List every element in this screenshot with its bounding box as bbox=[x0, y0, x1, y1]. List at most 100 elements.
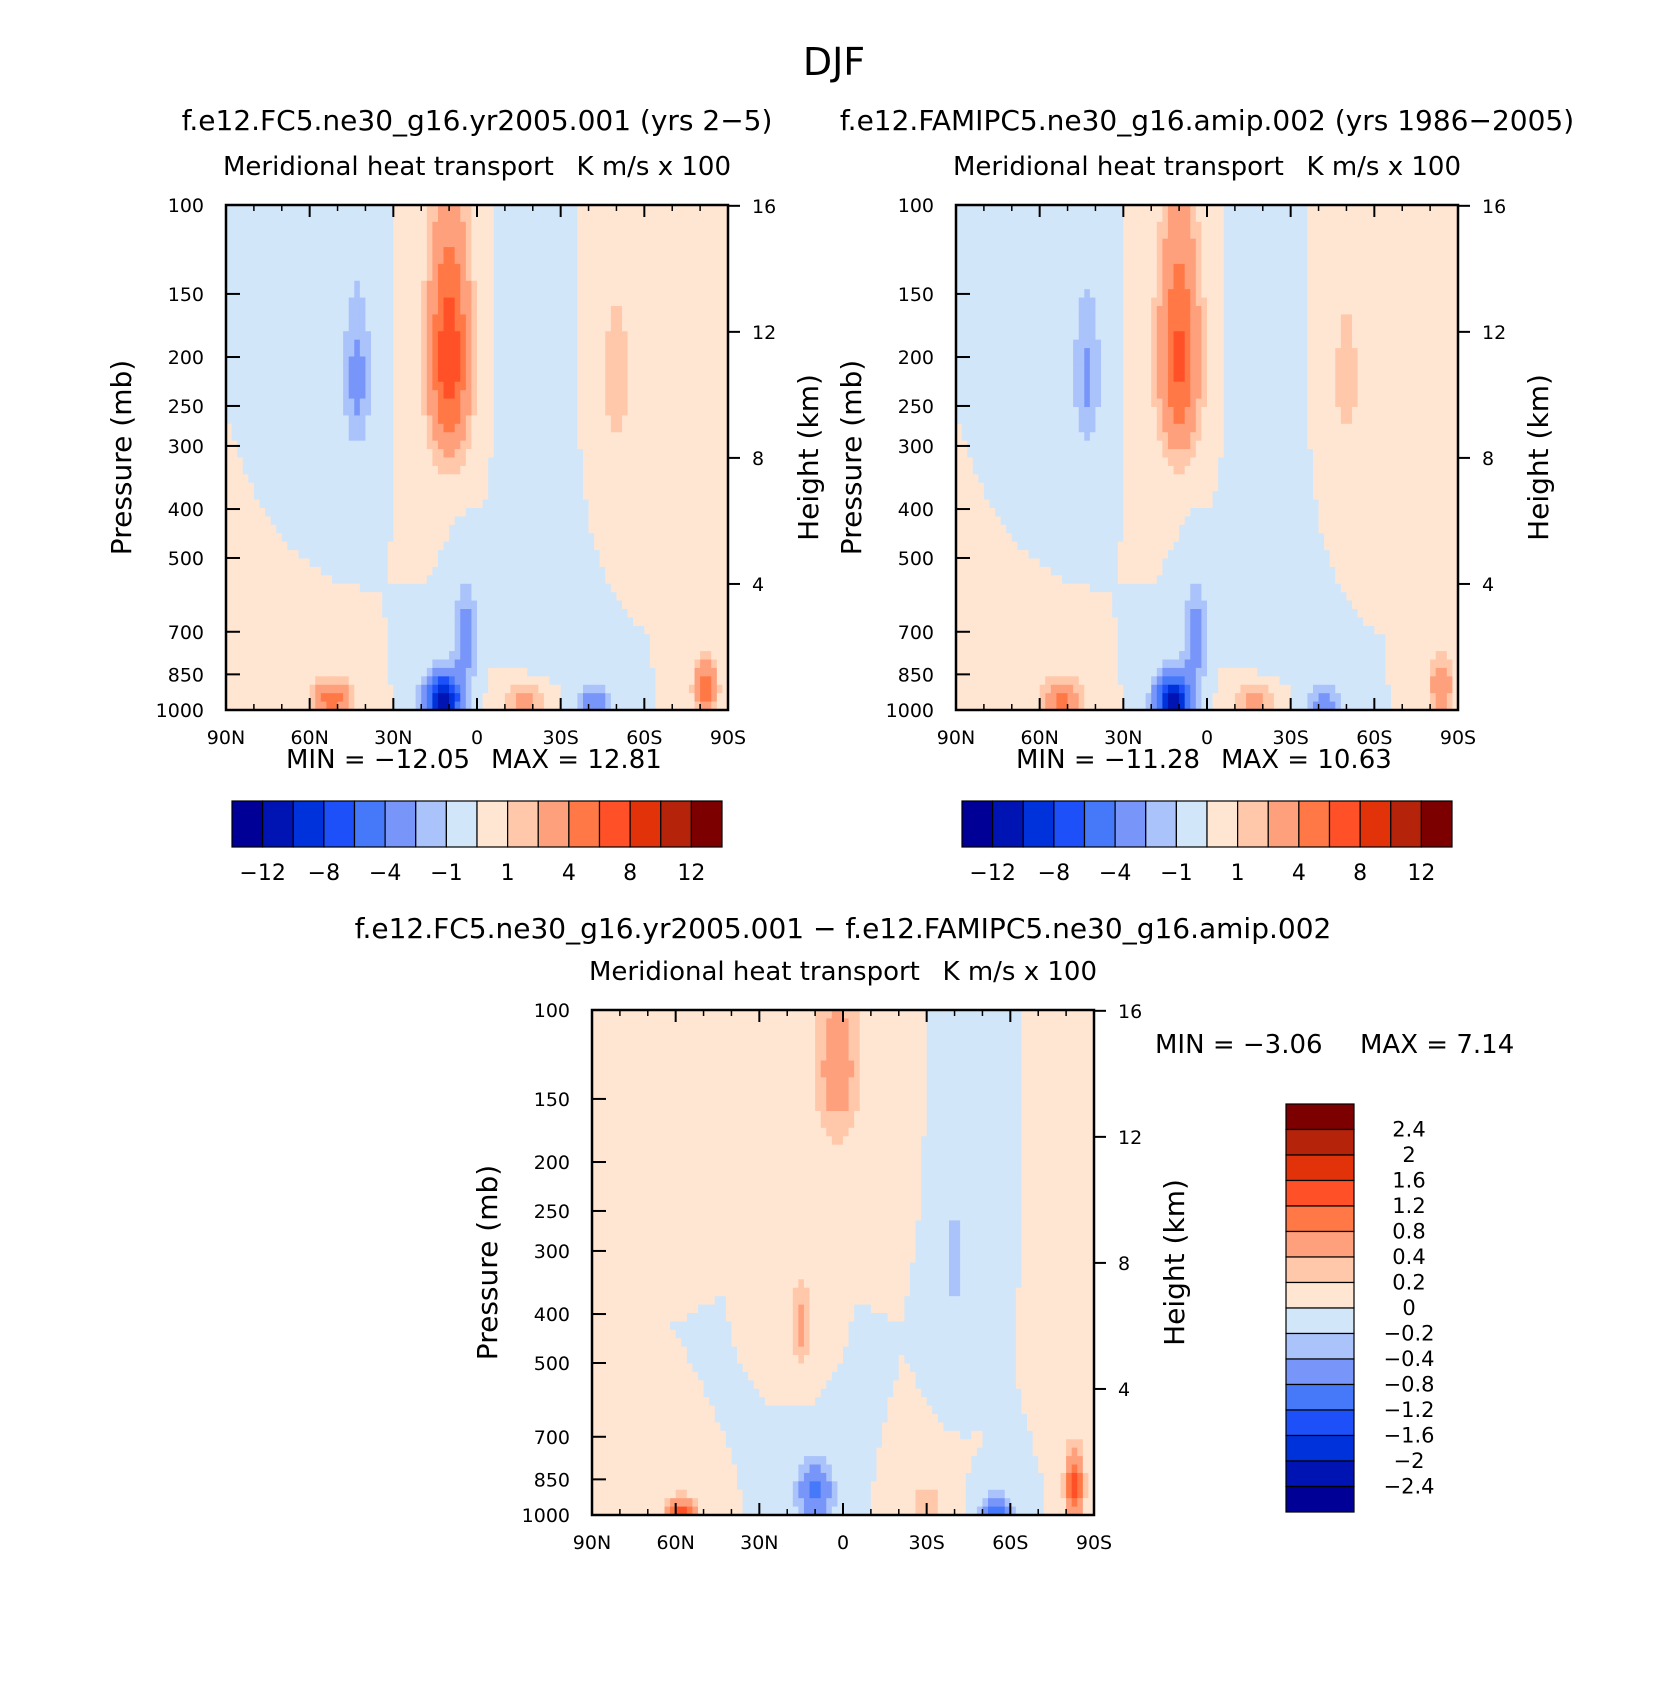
heatmap-cell bbox=[226, 230, 233, 240]
heatmap-cell bbox=[410, 676, 417, 686]
heatmap-cell bbox=[454, 407, 461, 417]
heatmap-cell bbox=[354, 474, 361, 484]
heatmap-cell bbox=[248, 482, 255, 492]
heatmap-cell bbox=[231, 676, 238, 686]
heatmap-cell bbox=[415, 609, 422, 619]
heatmap-cell bbox=[649, 693, 657, 703]
heatmap-cell bbox=[683, 398, 690, 408]
heatmap-cell bbox=[231, 415, 238, 425]
heatmap-cell bbox=[348, 575, 355, 585]
heatmap-cell bbox=[649, 491, 657, 501]
heatmap-cell bbox=[543, 314, 551, 324]
heatmap-cell bbox=[331, 306, 339, 316]
heatmap-cell bbox=[605, 373, 612, 383]
heatmap-cell bbox=[443, 423, 450, 433]
heatmap-cell bbox=[471, 238, 478, 248]
heatmap-cell bbox=[298, 516, 305, 526]
heatmap-cell bbox=[326, 297, 333, 307]
heatmap-cell bbox=[449, 423, 456, 433]
heatmap-cell bbox=[532, 499, 539, 509]
heatmap-cell bbox=[337, 609, 344, 619]
heatmap-cell bbox=[348, 499, 355, 509]
heatmap-cell bbox=[527, 255, 534, 265]
heatmap-cell bbox=[610, 272, 618, 282]
heatmap-cell bbox=[577, 289, 584, 299]
heatmap-cell bbox=[616, 566, 623, 576]
heatmap-cell bbox=[465, 205, 473, 215]
heatmap-cell bbox=[566, 230, 573, 240]
heatmap-cell bbox=[398, 322, 406, 332]
heatmap-cell bbox=[655, 205, 662, 215]
heatmap-cell bbox=[292, 230, 300, 240]
heatmap-cell bbox=[242, 642, 249, 652]
heatmap-cell bbox=[248, 432, 255, 442]
heatmap-cell bbox=[493, 381, 500, 391]
heatmap-cell bbox=[499, 280, 506, 290]
heatmap-cell bbox=[242, 449, 249, 459]
heatmap-cell bbox=[594, 247, 601, 257]
heatmap-cell bbox=[644, 701, 651, 711]
heatmap-cell bbox=[538, 423, 545, 433]
heatmap-cell bbox=[588, 230, 595, 240]
heatmap-cell bbox=[499, 356, 506, 366]
heatmap-cell bbox=[571, 558, 578, 568]
heatmap-cell bbox=[410, 230, 417, 240]
heatmap-cell bbox=[421, 676, 428, 686]
heatmap-cell bbox=[599, 381, 606, 391]
heatmap-cell bbox=[510, 407, 517, 417]
heatmap-cell bbox=[231, 684, 238, 694]
heatmap-cell bbox=[605, 558, 612, 568]
heatmap-cell bbox=[281, 482, 288, 492]
heatmap-cell bbox=[265, 533, 272, 543]
heatmap-cell bbox=[259, 407, 266, 417]
heatmap-cell bbox=[566, 667, 573, 677]
heatmap-cell bbox=[683, 482, 690, 492]
heatmap-cell bbox=[242, 676, 249, 686]
heatmap-cell bbox=[661, 213, 668, 223]
heatmap-cell bbox=[588, 457, 595, 467]
heatmap-cell bbox=[326, 600, 333, 610]
heatmap-cell bbox=[499, 230, 506, 240]
heatmap-cell bbox=[410, 356, 417, 366]
heatmap-cell bbox=[270, 415, 277, 425]
heatmap-cell bbox=[482, 272, 489, 282]
heatmap-cell bbox=[376, 651, 383, 661]
heatmap-cell bbox=[231, 701, 238, 711]
heatmap-cell bbox=[331, 701, 339, 711]
heatmap-cell bbox=[253, 533, 261, 543]
heatmap-cell bbox=[543, 600, 551, 610]
heatmap-cell bbox=[315, 423, 322, 433]
heatmap-cell bbox=[599, 659, 606, 669]
heatmap-cell bbox=[331, 440, 339, 450]
heatmap-cell bbox=[477, 634, 484, 644]
heatmap-cell bbox=[627, 331, 634, 341]
heatmap-cell bbox=[265, 508, 272, 518]
heatmap-cell bbox=[560, 634, 567, 644]
heatmap-cell bbox=[253, 541, 261, 551]
heatmap-cell bbox=[415, 398, 422, 408]
heatmap-cell bbox=[421, 247, 428, 257]
heatmap-cell bbox=[449, 482, 456, 492]
heatmap-cell bbox=[309, 651, 316, 661]
heatmap-cell bbox=[298, 499, 305, 509]
heatmap-cell bbox=[270, 364, 277, 374]
heatmap-cell bbox=[488, 684, 495, 694]
heatmap-cell bbox=[672, 255, 679, 265]
heatmap-cell bbox=[532, 583, 539, 593]
heatmap-cell bbox=[376, 667, 383, 677]
heatmap-cell bbox=[543, 625, 551, 635]
heatmap-cell bbox=[348, 651, 355, 661]
heatmap-cell bbox=[655, 508, 662, 518]
heatmap-cell bbox=[549, 482, 556, 492]
heatmap-cell bbox=[460, 499, 467, 509]
heatmap-cell bbox=[371, 331, 378, 341]
heatmap-cell bbox=[622, 373, 629, 383]
heatmap-cell bbox=[393, 398, 400, 408]
heatmap-cell bbox=[588, 609, 595, 619]
heatmap-cell bbox=[683, 415, 690, 425]
heatmap-cell bbox=[443, 415, 450, 425]
heatmap-cell bbox=[253, 272, 261, 282]
heatmap-cell bbox=[594, 558, 601, 568]
heatmap-cell bbox=[359, 432, 367, 442]
